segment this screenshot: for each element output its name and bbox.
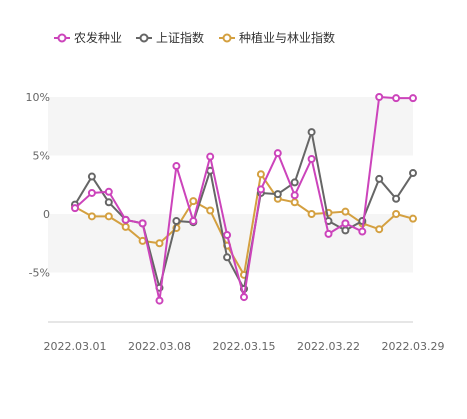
x-tick-label: 2022.03.01 (44, 340, 107, 353)
y-tick-label: 5% (33, 150, 50, 163)
data-point (256, 185, 265, 194)
grid-bands (48, 97, 413, 273)
data-point (392, 194, 401, 203)
legend-label: 上证指数 (156, 30, 204, 45)
legend-swatch-marker (139, 33, 149, 43)
data-point (341, 219, 350, 228)
data-point (87, 212, 96, 221)
data-point (155, 239, 164, 248)
y-tick-label: 10% (26, 91, 50, 104)
legend: 农发种业 上证指数 种植业与林业指数 (54, 30, 335, 45)
x-tick-label: 2022.03.08 (128, 340, 191, 353)
x-axis-ticks: 2022.03.01 2022.03.08 2022.03.15 2022.03.22… (44, 340, 445, 353)
legend-label: 种植业与林业指数 (239, 30, 335, 45)
data-point (71, 204, 79, 213)
data-point (189, 217, 198, 226)
data-point (138, 236, 147, 245)
data-point (307, 128, 316, 137)
data-point (223, 231, 232, 240)
series-上证指数 (71, 128, 417, 293)
y-tick-label: 0 (43, 208, 50, 221)
data-point (223, 253, 232, 262)
x-tick-label: 2022.03.29 (382, 340, 445, 353)
data-point (358, 227, 367, 236)
data-point (256, 170, 265, 179)
data-point (324, 229, 333, 238)
data-point (375, 225, 384, 234)
data-point (104, 198, 113, 207)
data-point (273, 149, 282, 158)
data-point (87, 172, 96, 181)
x-tick-label: 2022.03.15 (213, 340, 276, 353)
data-point (375, 174, 384, 183)
data-point (273, 190, 282, 199)
series-group (71, 93, 417, 305)
data-point (121, 215, 130, 224)
data-point (121, 222, 130, 231)
data-point (172, 217, 181, 226)
data-point (307, 155, 316, 164)
data-point (409, 214, 417, 223)
data-point (155, 296, 164, 305)
y-tick-label: -5% (29, 267, 50, 280)
x-tick-label: 2022.03.22 (297, 340, 360, 353)
series-农发种业 (71, 93, 417, 305)
data-point (206, 152, 215, 161)
data-point (206, 206, 215, 215)
legend-label: 农发种业 (74, 30, 122, 45)
data-point (104, 187, 113, 196)
grid-band-0 (48, 97, 413, 156)
data-point (240, 293, 248, 302)
legend-swatch-marker (57, 33, 67, 43)
data-point (87, 188, 96, 197)
data-point (189, 197, 198, 206)
legend-swatch-marker (222, 33, 232, 43)
data-point (409, 94, 417, 103)
data-point (104, 212, 113, 221)
data-point (172, 162, 181, 171)
y-axis-ticks: 10% 5% 0 -5% (26, 91, 50, 280)
data-point (341, 207, 350, 216)
data-point (392, 94, 401, 103)
data-point (409, 169, 417, 178)
data-point (138, 219, 147, 228)
data-point (290, 198, 299, 207)
data-point (392, 210, 401, 218)
data-point (341, 226, 350, 235)
data-point (307, 210, 316, 218)
data-point (375, 93, 384, 101)
data-point (290, 191, 299, 200)
data-point (290, 178, 299, 187)
